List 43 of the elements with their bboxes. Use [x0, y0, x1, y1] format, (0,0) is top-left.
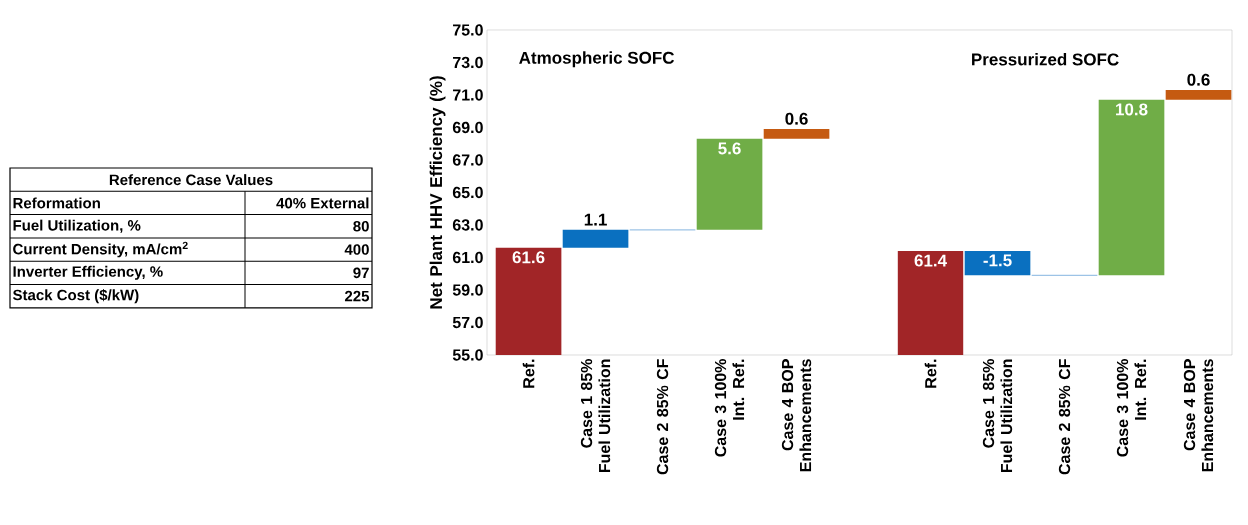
text: Current Density, mA/cm$^{2}$	[13, 241, 188, 258]
annotation: Pressurized SOFC	[972, 53, 1119, 66]
x-tick-label: Case 4 BOP Enhancements	[1183, 359, 1214, 472]
x-tick-label: Case 4 BOP Enhancements	[781, 359, 812, 472]
annotation: Atmospheric SOFC	[519, 51, 675, 68]
data-label: 1.1	[584, 213, 607, 226]
y-tick-label: 75.0	[453, 24, 483, 36]
data-label: 61.4	[914, 254, 947, 267]
text: Reference Case Values	[109, 174, 273, 186]
y-tick-label: 67.0	[452, 154, 483, 166]
y-tick-label: 73.0	[453, 56, 483, 69]
text: 400	[344, 244, 369, 255]
data-label: 10.8	[1116, 103, 1148, 116]
y-tick-label: 57.0	[452, 316, 483, 329]
x-tick-label: Case 2 85% CF	[656, 359, 669, 475]
text: Reformation	[13, 197, 100, 209]
data-label: -1.5	[983, 254, 1012, 267]
text: 80	[353, 220, 369, 232]
y-tick-label: 59.0	[452, 284, 483, 296]
data-label: 5.6	[718, 142, 741, 155]
text: 40% External	[276, 197, 369, 209]
y-tick-label: 71.0	[453, 89, 483, 101]
text: Stack Cost ($/kW)	[12, 289, 139, 304]
x-tick-label: Case 1 85% Fuel Utilization	[982, 358, 1013, 473]
y-axis-title: Net Plant HHV Efficiency (%)	[429, 76, 446, 309]
x-tick-label: Ref.	[522, 359, 535, 388]
x-tick-label: Case 3 100% Int. Ref.	[714, 358, 745, 457]
x-tick-label: Case 2 85% CF	[1058, 359, 1071, 475]
y-tick-label: 69.0	[452, 121, 483, 134]
data-label: 61.6	[512, 251, 545, 264]
x-tick-label: Case 3 100% Int. Ref.	[1116, 358, 1147, 457]
text: 97	[353, 267, 369, 279]
y-tick-label: 61.0	[452, 251, 483, 264]
text: 225	[344, 290, 370, 302]
data-label: 0.6	[1187, 73, 1210, 86]
text: Fuel Utilization, %	[13, 219, 141, 233]
x-tick-label: Case 1 85% Fuel Utilization	[580, 358, 611, 473]
y-tick-label: 55.0	[452, 349, 483, 361]
y-tick-label: 63.0	[452, 219, 483, 231]
x-tick-label: Ref.	[924, 359, 937, 388]
data-label: 0.6	[785, 112, 808, 125]
y-tick-label: 65.0	[452, 186, 483, 199]
text: Inverter Efficiency, %	[13, 265, 163, 280]
